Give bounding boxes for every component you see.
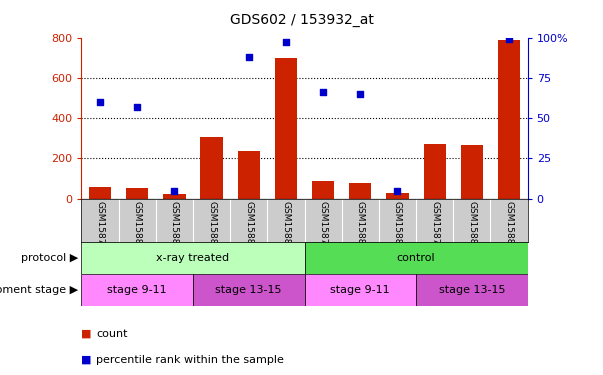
Point bbox=[393, 188, 402, 194]
Text: stage 13-15: stage 13-15 bbox=[215, 285, 282, 295]
Bar bbox=[238, 152, 260, 199]
Text: control: control bbox=[397, 253, 435, 263]
Bar bbox=[163, 194, 186, 199]
Text: protocol ▶: protocol ▶ bbox=[21, 253, 78, 263]
Bar bbox=[312, 181, 334, 199]
Text: GSM15888: GSM15888 bbox=[282, 201, 291, 250]
Text: percentile rank within the sample: percentile rank within the sample bbox=[96, 355, 285, 365]
Text: count: count bbox=[96, 329, 128, 339]
Point bbox=[318, 89, 328, 95]
Point bbox=[356, 91, 365, 97]
Text: ■: ■ bbox=[81, 355, 92, 365]
Text: GSM15880: GSM15880 bbox=[207, 201, 216, 250]
Text: GSM15884: GSM15884 bbox=[467, 201, 476, 250]
Text: GSM15878: GSM15878 bbox=[95, 201, 104, 250]
Text: stage 9-11: stage 9-11 bbox=[330, 285, 390, 295]
Text: GSM15879: GSM15879 bbox=[430, 201, 439, 250]
Bar bbox=[349, 183, 371, 199]
Text: stage 13-15: stage 13-15 bbox=[438, 285, 505, 295]
Bar bbox=[387, 193, 409, 199]
Point bbox=[133, 104, 142, 110]
Text: ■: ■ bbox=[81, 329, 92, 339]
Text: GSM15882: GSM15882 bbox=[133, 201, 142, 250]
Bar bbox=[423, 144, 446, 199]
Bar bbox=[305, 274, 416, 306]
Text: GSM15887: GSM15887 bbox=[170, 201, 179, 250]
Bar bbox=[461, 146, 483, 199]
Bar bbox=[193, 274, 305, 306]
Bar bbox=[275, 58, 297, 199]
Bar bbox=[81, 242, 305, 274]
Bar bbox=[81, 274, 193, 306]
Text: GSM15883: GSM15883 bbox=[244, 201, 253, 250]
Text: development stage ▶: development stage ▶ bbox=[0, 285, 78, 295]
Text: GSM15886: GSM15886 bbox=[505, 201, 514, 250]
Bar bbox=[126, 188, 148, 199]
Text: stage 9-11: stage 9-11 bbox=[107, 285, 167, 295]
Point bbox=[281, 39, 291, 45]
Bar bbox=[89, 187, 111, 199]
Bar bbox=[305, 242, 528, 274]
Bar bbox=[416, 274, 528, 306]
Bar bbox=[200, 137, 223, 199]
Point bbox=[504, 36, 514, 42]
Text: GSM15877: GSM15877 bbox=[318, 201, 327, 250]
Text: GSM15881: GSM15881 bbox=[356, 201, 365, 250]
Point bbox=[169, 188, 179, 194]
Point bbox=[95, 99, 105, 105]
Point bbox=[244, 54, 254, 60]
Text: GDS602 / 153932_at: GDS602 / 153932_at bbox=[230, 13, 373, 27]
Text: x-ray treated: x-ray treated bbox=[156, 253, 230, 263]
Text: GSM15885: GSM15885 bbox=[393, 201, 402, 250]
Bar bbox=[498, 39, 520, 199]
